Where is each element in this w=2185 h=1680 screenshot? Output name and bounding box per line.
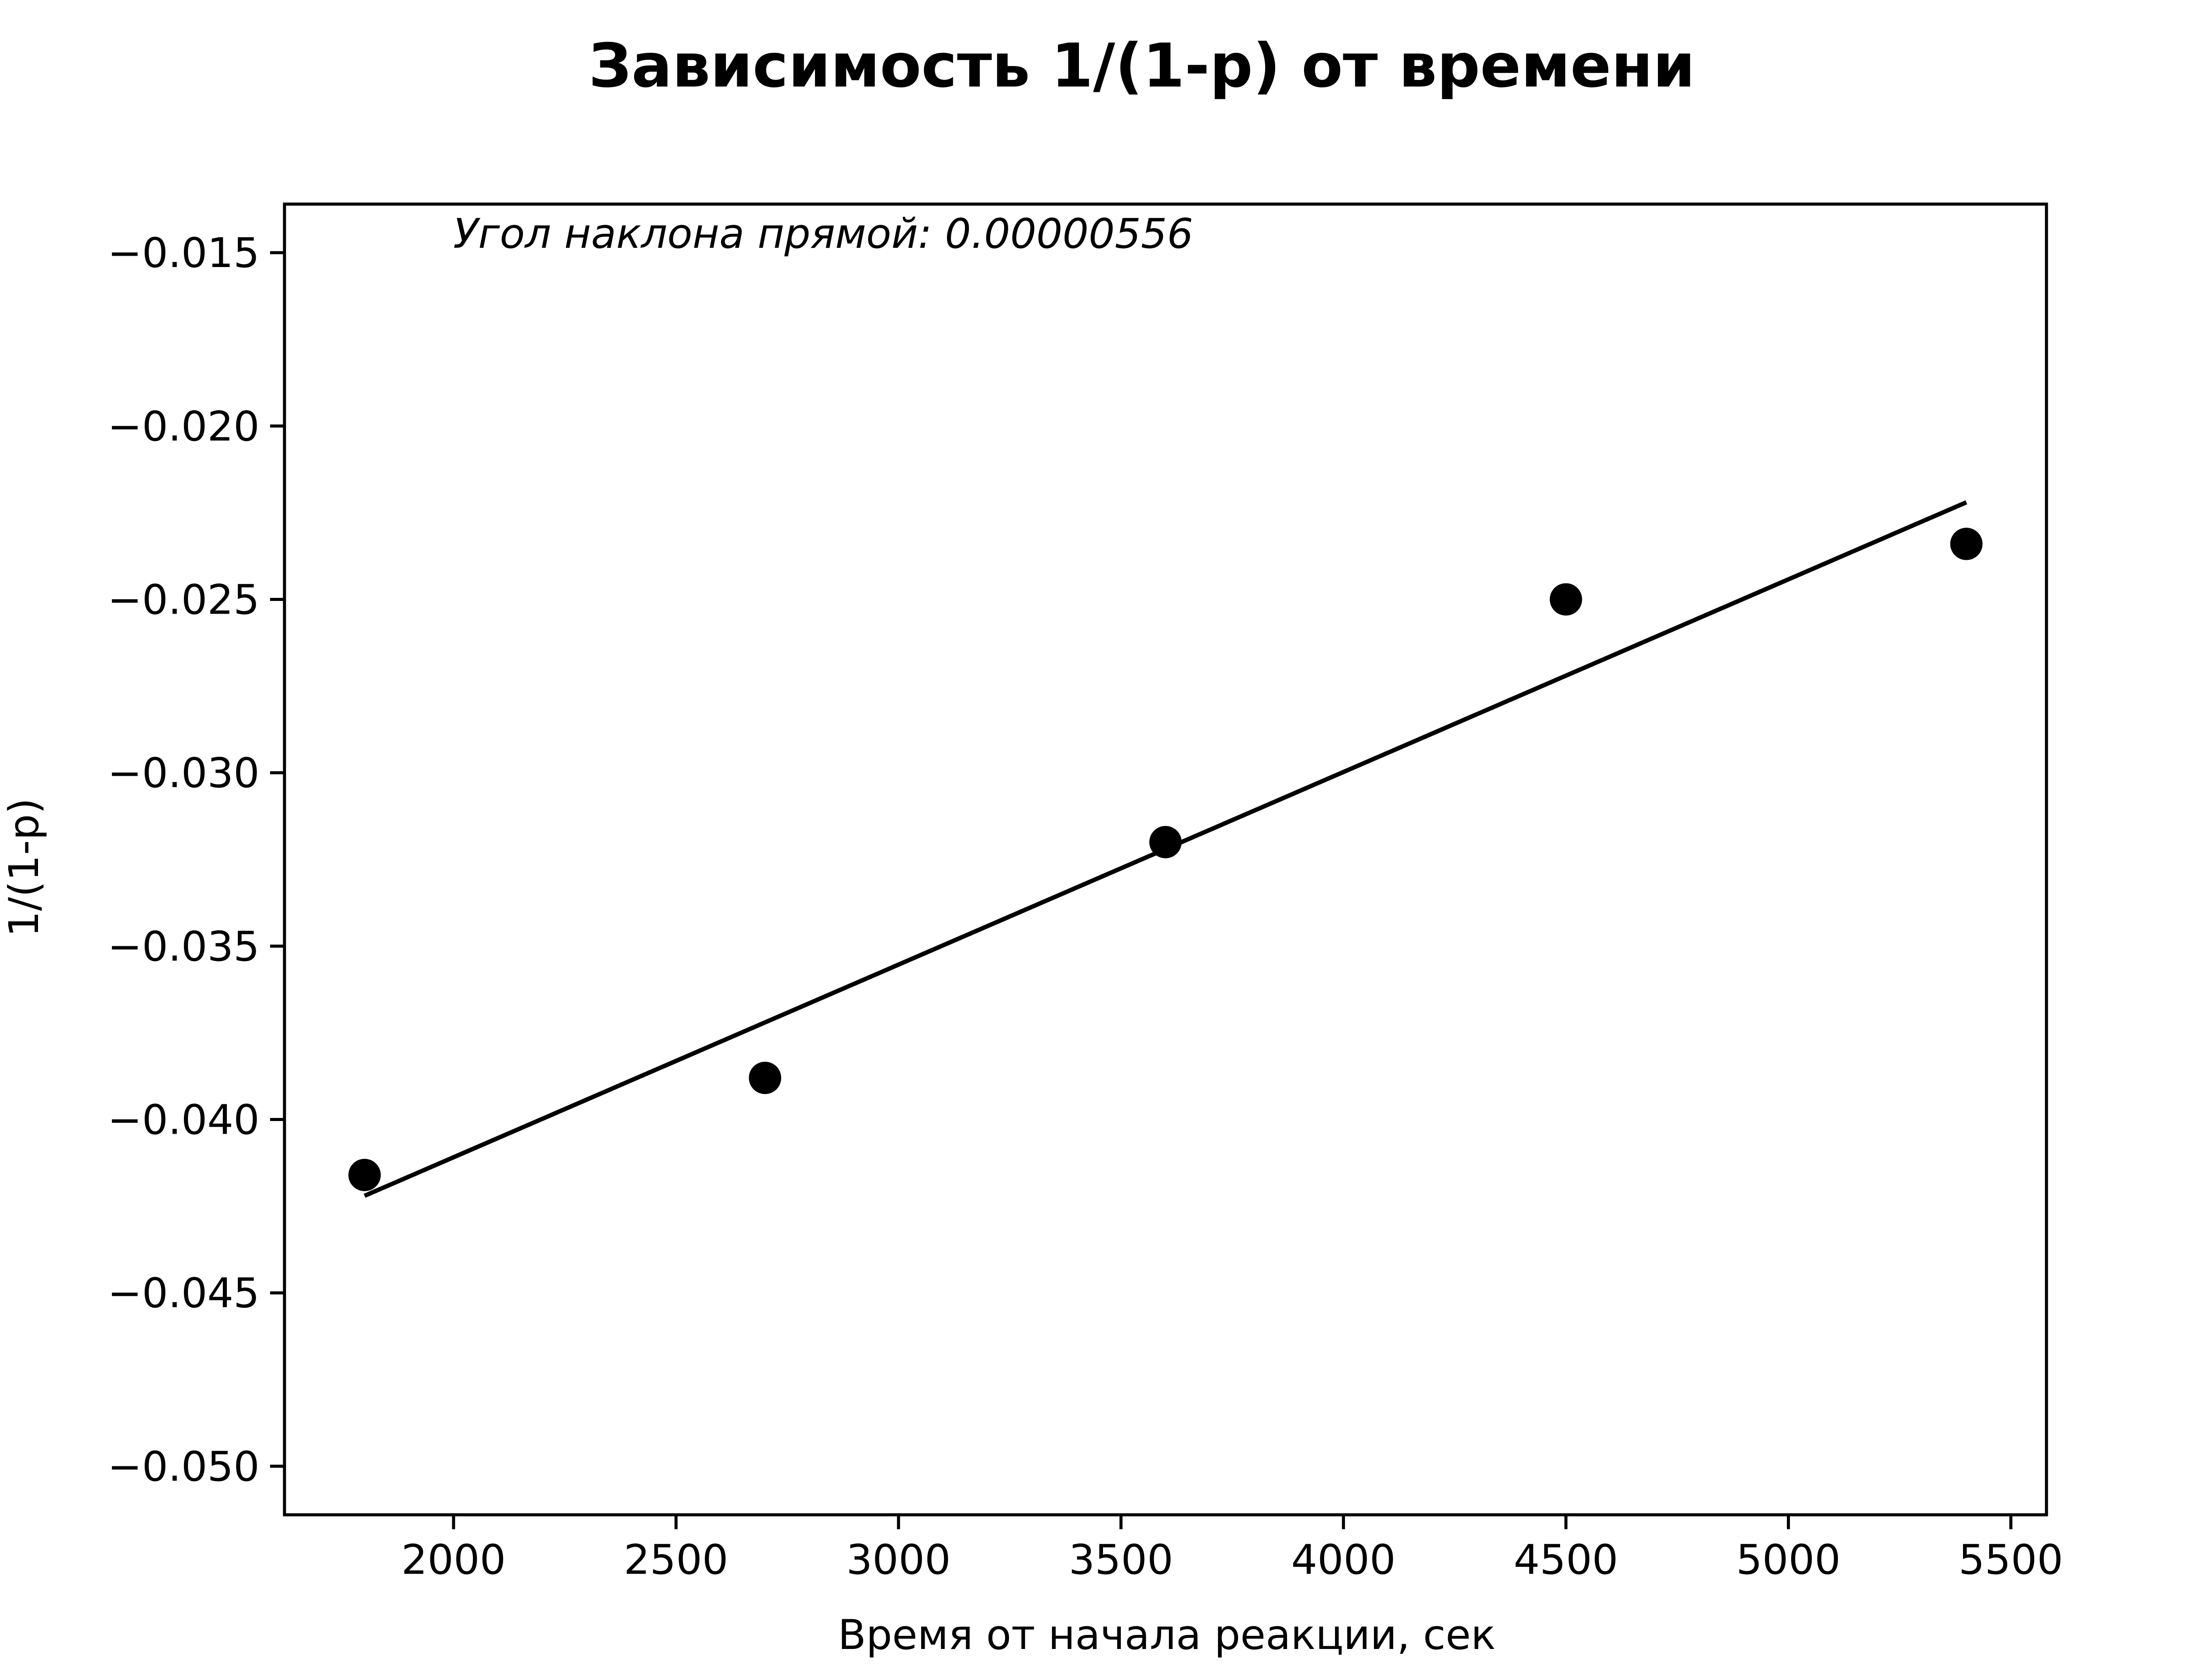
x-tick-label: 2000 xyxy=(401,1536,506,1584)
x-tick-label: 4000 xyxy=(1291,1536,1396,1584)
data-point xyxy=(749,1062,781,1094)
y-tick-label: −0.035 xyxy=(108,923,260,971)
plot-area: 2000 2500 3000 3500 4000 4500 5000 5500 −0.015 −0… xyxy=(108,202,2063,1584)
x-tick-label: 3500 xyxy=(1069,1536,1173,1584)
data-point xyxy=(1550,583,1582,616)
y-tick-label: −0.040 xyxy=(108,1097,260,1144)
y-tick-label: −0.015 xyxy=(108,229,260,277)
data-point xyxy=(1149,826,1182,858)
plot-frame xyxy=(283,202,2048,1517)
x-tick-label: 5500 xyxy=(1959,1536,2063,1584)
slope-annotation: Угол наклона прямой: 0.00000556 xyxy=(453,210,1193,258)
chart-title: Зависимость 1/(1-p) от времени xyxy=(589,31,1695,101)
y-tick-label: −0.045 xyxy=(108,1270,260,1317)
x-axis-label: Время от начала реакции, сек xyxy=(838,1611,1495,1659)
x-tick-label: 4500 xyxy=(1514,1536,1618,1584)
x-tick-label: 5000 xyxy=(1736,1536,1841,1584)
data-point xyxy=(1950,528,1983,560)
y-tick-label: −0.030 xyxy=(108,750,260,797)
y-tick-label: −0.050 xyxy=(108,1443,260,1491)
y-axis-label: 1/(1-p) xyxy=(0,798,48,937)
x-tick-label: 2500 xyxy=(624,1536,728,1584)
y-tick-label: −0.025 xyxy=(108,576,260,624)
y-tick-label: −0.020 xyxy=(108,403,260,451)
data-point xyxy=(348,1159,381,1191)
x-tick-label: 3000 xyxy=(846,1536,950,1584)
